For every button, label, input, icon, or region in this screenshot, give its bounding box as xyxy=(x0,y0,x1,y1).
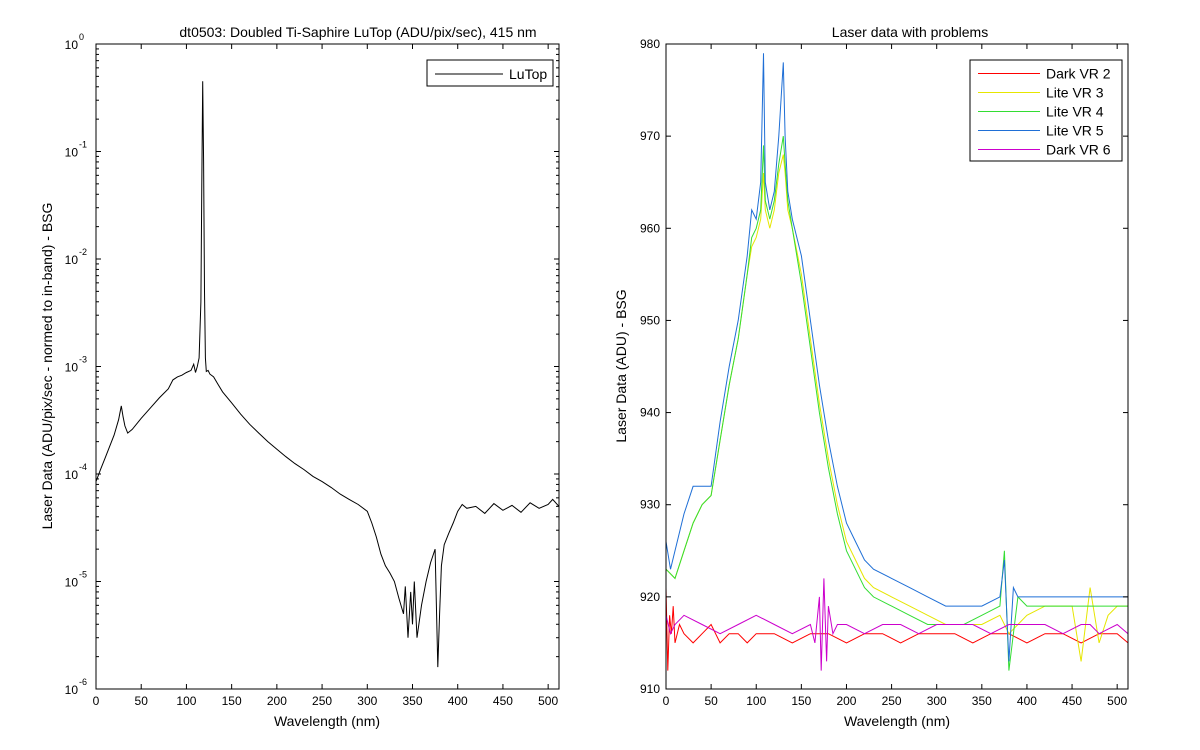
r-x-tick-label: 400 xyxy=(1017,694,1037,708)
left-plot-title: dt0503: Doubled Ti-Saphire LuTop (ADU/pi… xyxy=(179,24,536,40)
l-y-tick-exponent: -6 xyxy=(79,677,87,687)
left-series-lines xyxy=(95,81,560,668)
r-legend-label-lite-vr-4: Lite VR 4 xyxy=(1046,104,1104,120)
r-y-tick-label: 940 xyxy=(640,406,660,420)
r-y-tick-label: 930 xyxy=(640,498,660,512)
l-y-tick-label: 10 xyxy=(65,683,79,697)
r-x-tick-label: 300 xyxy=(927,694,947,708)
r-y-tick-label: 960 xyxy=(640,221,660,235)
l-x-tick-label: 0 xyxy=(93,694,100,708)
l-series-lutop xyxy=(95,81,560,668)
r-legend-label-dark-vr-2: Dark VR 2 xyxy=(1046,66,1111,82)
l-y-tick-label: 10 xyxy=(65,468,79,482)
r-y-tick-label: 970 xyxy=(640,129,660,143)
r-y-tick-label: 920 xyxy=(640,590,660,604)
l-legend-box xyxy=(426,59,554,87)
l-y-tick-label: 10 xyxy=(65,576,79,590)
l-x-tick-label: 150 xyxy=(222,694,242,708)
right-plot-frame xyxy=(665,43,1129,690)
right-legend: Dark VR 2 Lite VR 3 Lite VR 4 Lite VR 5 Dark… xyxy=(969,59,1123,162)
l-y-tick-label: 10 xyxy=(65,361,79,375)
l-x-tick-label: 50 xyxy=(135,694,149,708)
r-x-tick-label: 0 xyxy=(663,694,670,708)
r-x-tick-label: 250 xyxy=(882,694,902,708)
l-x-tick-label: 400 xyxy=(448,694,468,708)
l-y-tick-label: 10 xyxy=(65,38,79,52)
right-y-ticks: 910 920 930 940 950 960 970 980 xyxy=(640,37,1128,696)
left-x-axis-label: Wavelength (nm) xyxy=(274,713,380,729)
r-legend-label-dark-vr-6: Dark VR 6 xyxy=(1046,142,1111,158)
l-y-tick-exponent: -5 xyxy=(79,570,87,580)
l-y-tick-label: 10 xyxy=(65,146,79,160)
r-series-lite-vr-5 xyxy=(665,53,1128,662)
r-x-tick-label: 50 xyxy=(704,694,718,708)
l-x-tick-label: 200 xyxy=(267,694,287,708)
r-series-lite-vr-3 xyxy=(665,154,1128,662)
l-x-tick-label: 250 xyxy=(312,694,332,708)
right-series-lines xyxy=(665,53,1129,671)
right-x-axis-label: Wavelength (nm) xyxy=(844,713,950,729)
left-y-axis-label: Laser Data (ADU/pix/sec - normed to in-b… xyxy=(39,203,55,530)
left-plot: dt0503: Doubled Ti-Saphire LuTop (ADU/pi… xyxy=(39,24,560,729)
r-x-tick-label: 200 xyxy=(836,694,856,708)
l-x-tick-label: 450 xyxy=(493,694,513,708)
l-y-tick-exponent: -2 xyxy=(79,247,87,257)
l-y-tick-exponent: -3 xyxy=(79,355,87,365)
l-x-tick-label: 350 xyxy=(402,694,422,708)
r-series-lite-vr-4 xyxy=(665,136,1128,671)
l-y-tick-exponent: -4 xyxy=(79,462,87,472)
l-legend-label-lutop: LuTop xyxy=(509,66,547,82)
left-legend: LuTop xyxy=(426,59,554,87)
right-plot-title: Laser data with problems xyxy=(832,24,988,40)
r-series-dark-vr-2 xyxy=(665,587,1129,671)
right-x-ticks: 0 50 100 150 200 250 300 350 400 450 500 xyxy=(663,44,1128,708)
left-x-ticks: 0 50 100 150 200 250 300 350 400 450 500 xyxy=(93,44,558,708)
r-x-tick-label: 450 xyxy=(1062,694,1082,708)
l-x-tick-label: 100 xyxy=(176,694,196,708)
l-x-tick-label: 500 xyxy=(538,694,558,708)
l-x-tick-label: 300 xyxy=(357,694,377,708)
l-y-tick-exponent: 0 xyxy=(79,32,84,42)
r-x-tick-label: 500 xyxy=(1107,694,1127,708)
r-series-dark-vr-6 xyxy=(665,578,1129,671)
right-y-axis-label: Laser Data (ADU) - BSG xyxy=(613,289,629,442)
r-legend-label-lite-vr-3: Lite VR 3 xyxy=(1046,85,1104,101)
r-y-tick-label: 910 xyxy=(640,682,660,696)
r-x-tick-label: 150 xyxy=(791,694,811,708)
r-x-tick-label: 100 xyxy=(746,694,766,708)
r-y-tick-label: 980 xyxy=(640,37,660,51)
l-y-tick-label: 10 xyxy=(65,253,79,267)
r-legend-label-lite-vr-5: Lite VR 5 xyxy=(1046,123,1104,139)
right-plot: Laser data with problems 0 50 100 150 200 250… xyxy=(613,24,1129,729)
r-legend-box xyxy=(969,59,1123,162)
l-y-tick-exponent: -1 xyxy=(79,140,87,150)
left-plot-frame xyxy=(95,43,560,690)
r-x-tick-label: 350 xyxy=(972,694,992,708)
r-y-tick-label: 950 xyxy=(640,313,660,327)
